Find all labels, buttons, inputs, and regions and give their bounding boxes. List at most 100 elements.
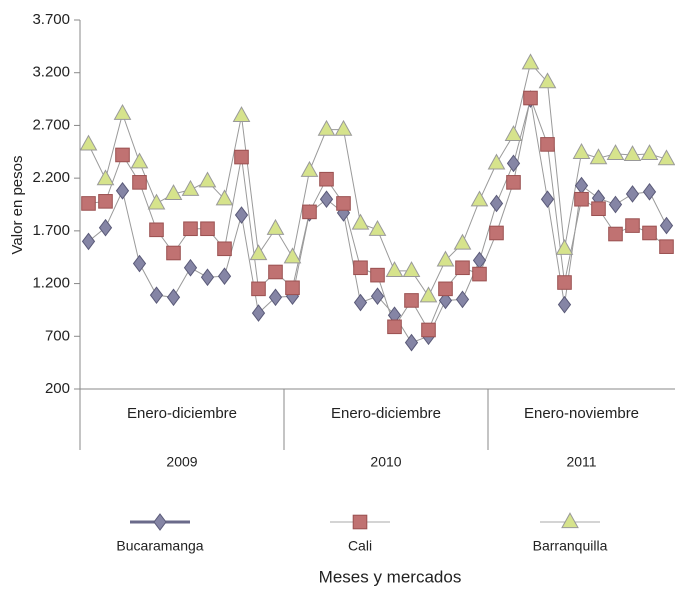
square-marker xyxy=(132,175,147,190)
square-marker xyxy=(489,225,504,241)
legend-marker xyxy=(561,512,579,529)
triangle-marker xyxy=(657,149,675,166)
y-tick-label: 200 xyxy=(45,380,70,397)
triangle-marker xyxy=(470,190,489,207)
square-marker xyxy=(523,90,538,106)
group-label: Enero-noviembre xyxy=(524,405,639,422)
triangle-marker xyxy=(385,261,404,278)
diamond-marker xyxy=(183,258,198,277)
diamond-marker xyxy=(608,195,623,214)
diamond-marker xyxy=(404,333,419,352)
square-marker xyxy=(166,245,181,261)
square-marker xyxy=(438,281,453,297)
triangle-marker xyxy=(538,72,557,89)
diamond-marker xyxy=(455,290,470,309)
triangle-marker xyxy=(164,184,183,201)
diamond-marker xyxy=(268,288,283,307)
diamond-marker xyxy=(489,194,504,213)
square-marker xyxy=(319,171,334,187)
triangle-marker xyxy=(351,213,370,230)
diamond-marker xyxy=(98,218,113,237)
square-marker xyxy=(591,201,606,217)
diamond-marker xyxy=(438,291,453,310)
triangle-marker xyxy=(521,53,540,70)
square-marker xyxy=(353,260,368,276)
square-marker xyxy=(642,225,657,241)
legend-label: Cali xyxy=(348,538,372,554)
square-marker xyxy=(540,137,555,152)
group-year: 2009 xyxy=(166,454,197,470)
diamond-marker xyxy=(506,154,521,173)
triangle-marker xyxy=(147,193,166,210)
legend-marker xyxy=(153,513,167,531)
square-marker xyxy=(421,322,436,338)
triangle-marker xyxy=(402,261,421,278)
square-marker xyxy=(404,293,419,308)
x-axis-label: Meses y mercados xyxy=(319,567,462,586)
diamond-marker xyxy=(540,190,555,209)
triangle-marker xyxy=(334,119,353,136)
square-marker xyxy=(370,267,385,283)
diamond-marker xyxy=(81,232,96,251)
diamond-marker xyxy=(353,293,368,312)
triangle-marker xyxy=(504,125,523,142)
diamond-marker xyxy=(149,286,164,305)
group-year: 2010 xyxy=(370,454,401,470)
diamond-marker xyxy=(625,185,640,203)
square-marker xyxy=(557,275,572,290)
diamond-marker xyxy=(234,206,249,224)
triangle-marker xyxy=(640,144,659,160)
diamond-marker xyxy=(200,268,215,287)
square-marker xyxy=(200,221,215,237)
legend-label: Barranquilla xyxy=(533,538,608,554)
triangle-marker xyxy=(79,134,98,151)
triangle-marker xyxy=(232,106,251,123)
square-marker xyxy=(387,319,402,335)
triangle-marker xyxy=(368,219,387,236)
triangle-marker xyxy=(266,218,285,235)
legend-label: Bucaramanga xyxy=(116,538,203,554)
triangle-marker xyxy=(555,238,574,255)
square-marker xyxy=(268,264,283,280)
square-marker xyxy=(98,194,113,209)
triangle-marker xyxy=(436,250,455,267)
group-label: Enero-diciembre xyxy=(127,405,237,422)
triangle-marker xyxy=(419,286,438,303)
group-year: 2011 xyxy=(566,454,596,470)
square-marker xyxy=(149,222,164,238)
diamond-marker xyxy=(251,304,266,322)
square-marker xyxy=(455,260,470,276)
triangle-marker xyxy=(606,144,625,160)
triangle-marker xyxy=(453,233,472,250)
square-marker xyxy=(336,196,351,211)
square-marker xyxy=(574,191,589,207)
y-tick-label: 3.700 xyxy=(32,11,70,28)
triangle-marker xyxy=(130,152,149,169)
diamond-marker xyxy=(574,176,589,195)
square-marker xyxy=(217,241,232,257)
diamond-marker xyxy=(557,295,572,314)
diamond-marker xyxy=(166,288,181,307)
y-tick-label: 3.200 xyxy=(32,64,70,81)
y-tick-label: 1.200 xyxy=(32,275,70,292)
triangle-marker xyxy=(300,160,319,177)
square-marker xyxy=(608,226,623,242)
diamond-marker xyxy=(642,183,657,201)
diamond-marker xyxy=(659,216,674,235)
triangle-marker xyxy=(96,169,115,186)
triangle-marker xyxy=(215,189,234,206)
square-marker xyxy=(115,147,130,163)
group-label: Enero-diciembre xyxy=(331,405,441,422)
square-marker xyxy=(183,221,198,237)
square-marker xyxy=(285,280,300,296)
triangle-marker xyxy=(198,171,217,188)
triangle-marker xyxy=(589,148,608,165)
square-marker xyxy=(659,239,674,254)
triangle-marker xyxy=(317,119,336,136)
diamond-marker xyxy=(370,287,385,306)
square-marker xyxy=(234,149,249,165)
legend-marker xyxy=(352,514,368,530)
square-marker xyxy=(625,218,640,233)
triangle-marker xyxy=(572,143,591,159)
